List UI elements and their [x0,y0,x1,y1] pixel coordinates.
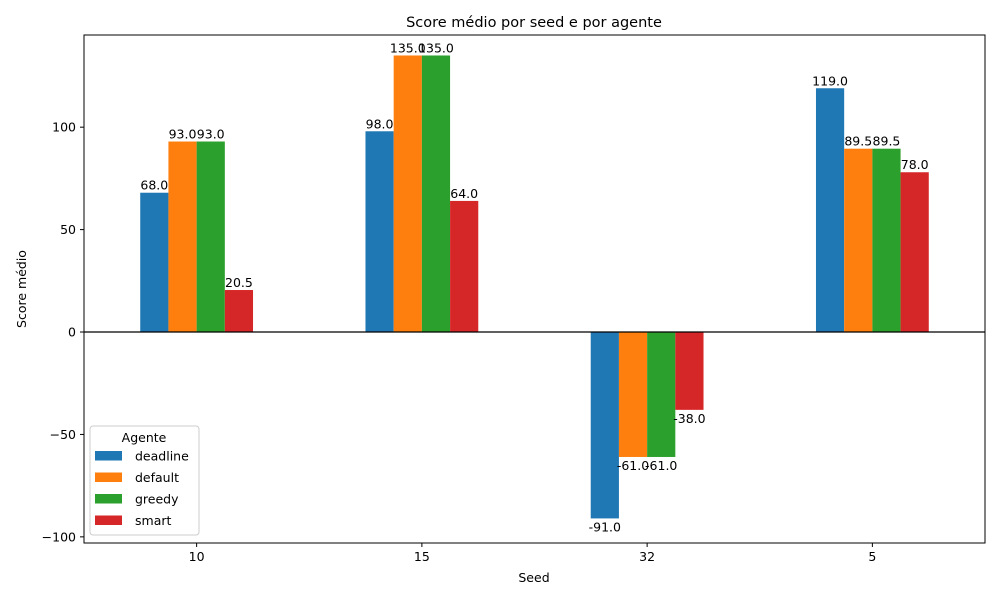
data-label-default-10: 93.0 [169,127,197,142]
data-label-smart-32: -38.0 [673,411,705,426]
data-label-greedy-10: 93.0 [197,127,225,142]
bar-deadline-15 [365,131,394,333]
bar-smart-5 [900,172,929,333]
bar-smart-10 [224,290,254,333]
bar-smart-32 [675,332,704,410]
legend: Agente deadline default greedy smart [89,425,200,536]
legend-swatch-greedy [95,494,122,504]
bar-greedy-10 [196,141,225,333]
bar-greedy-32 [647,332,676,457]
bar-default-32 [618,332,648,457]
data-label-default-15: 135.0 [390,40,426,55]
x-tick-label: 5 [868,549,876,564]
data-label-deadline-32: -91.0 [589,519,621,534]
x-axis-label: Seed [518,570,549,585]
y-tick-label: −50 [50,427,76,442]
plot-frame [83,34,986,544]
bar-deadline-5 [815,88,845,333]
y-tick-label: 50 [60,222,76,237]
legend-swatch-smart [95,515,122,525]
bar-default-10 [168,141,197,333]
legend-items: deadline default greedy smart [95,449,189,528]
bar-greedy-5 [872,148,901,333]
x-tick-label: 32 [639,549,655,564]
data-label-smart-15: 64.0 [450,186,478,201]
legend-title: Agente [122,430,167,445]
x-tick-label: 15 [414,549,430,564]
y-axis-label: Score médio [14,250,29,328]
legend-label-greedy: greedy [135,492,179,507]
bar-deadline-32 [590,332,619,519]
bars-group [140,55,929,519]
bar-greedy-15 [421,55,451,333]
data-label-default-5: 89.5 [844,134,872,149]
legend-label-deadline: deadline [135,449,189,464]
bar-deadline-10 [140,192,169,333]
legend-swatch-default [95,472,122,482]
chart-title: Score médio por seed e por agente [406,15,662,31]
data-label-deadline-15: 98.0 [366,116,394,131]
x-tick-label: 10 [189,549,205,564]
data-label-deadline-10: 68.0 [140,178,168,193]
data-label-greedy-15: 135.0 [418,40,454,55]
y-axis: −100 −50 0 50 100 [42,120,84,544]
data-label-greedy-32: -61.0 [645,458,677,473]
legend-label-smart: smart [135,513,171,528]
y-tick-label: 100 [52,120,76,135]
x-axis: 10 15 32 5 [189,543,876,564]
legend-swatch-deadline [95,451,122,461]
bar-default-5 [844,148,873,333]
data-label-smart-10: 20.5 [225,275,253,290]
data-label-default-32: -61.0 [617,458,649,473]
bar-default-15 [393,55,422,333]
y-tick-label: 0 [68,325,76,340]
data-label-deadline-5: 119.0 [812,73,848,88]
bar-smart-15 [450,200,479,333]
data-label-smart-5: 78.0 [901,157,929,172]
data-label-greedy-5: 89.5 [873,134,901,149]
legend-label-default: default [135,470,179,485]
y-tick-label: −100 [42,529,76,544]
